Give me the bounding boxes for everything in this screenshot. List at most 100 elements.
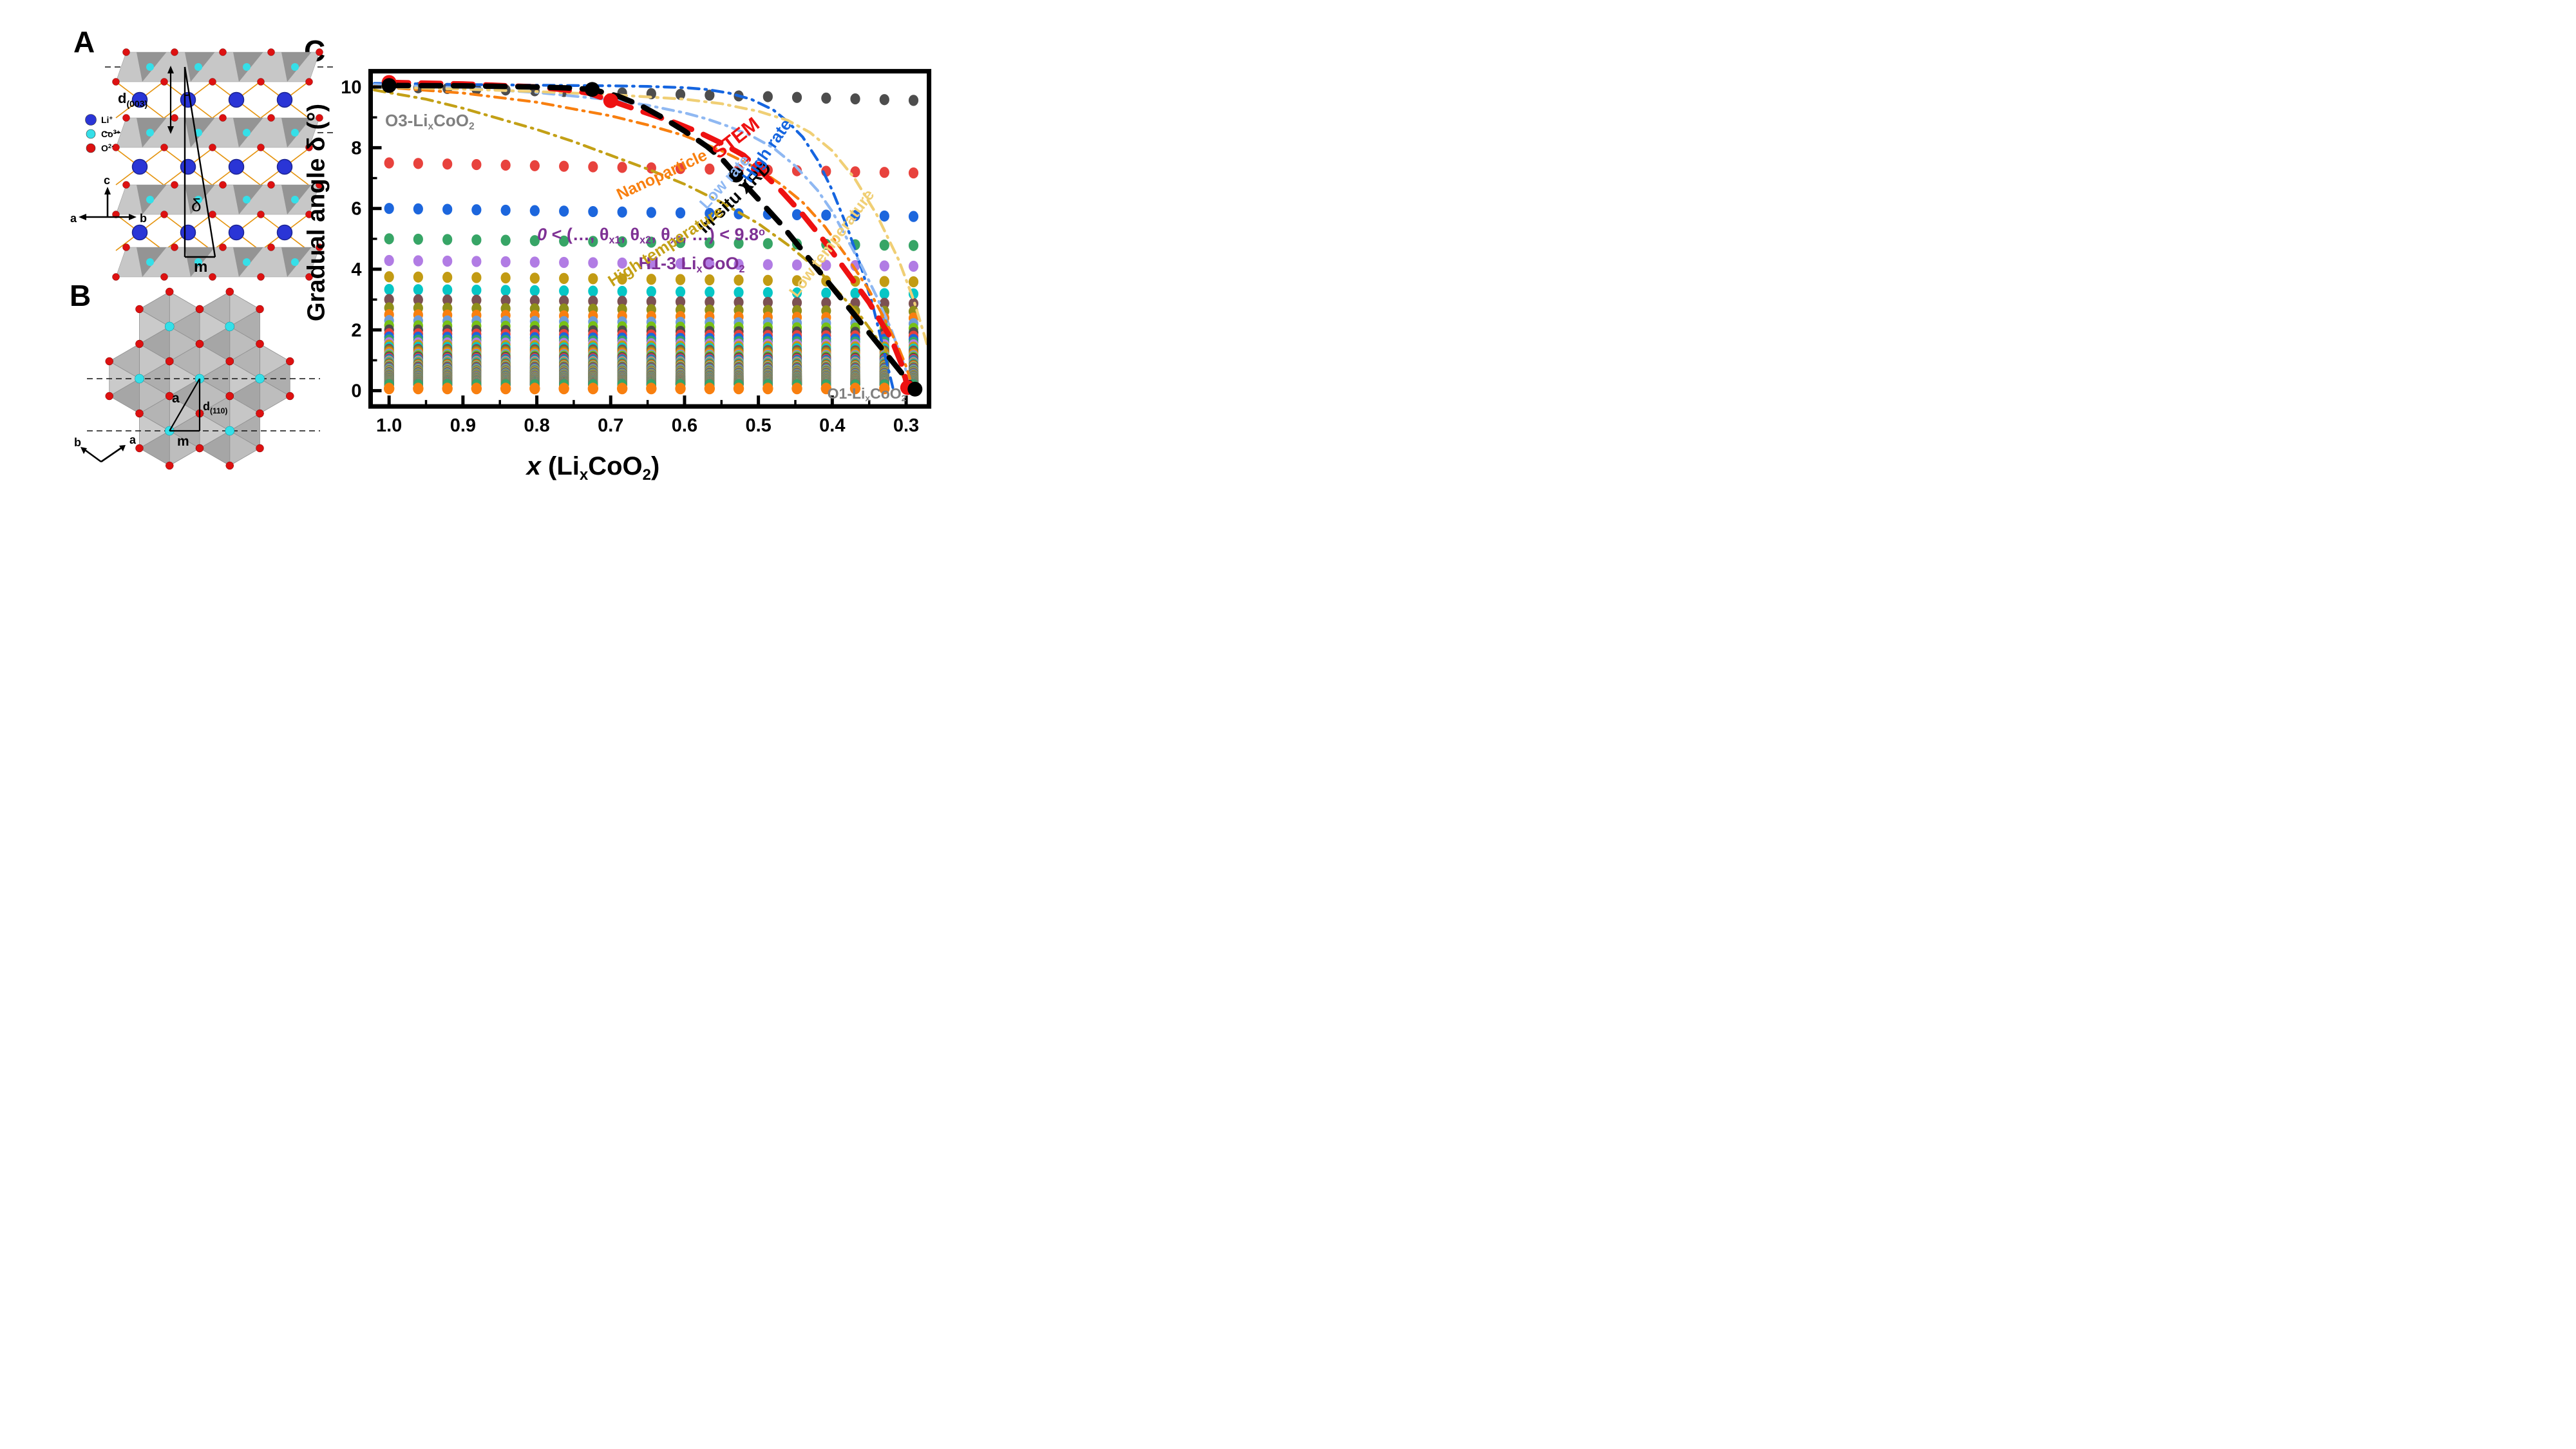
o-atom (160, 273, 168, 281)
x-tick-label: 0.6 (672, 415, 697, 436)
rich-text-segment: ) (651, 452, 660, 481)
annotation-o3-phase: O3-LixCoO2 (385, 111, 475, 133)
o-atom (135, 444, 144, 453)
rich-text-segment: CoO (433, 110, 469, 130)
angle-dot (529, 272, 540, 284)
o-atom (105, 357, 113, 366)
legend-swatch (86, 143, 96, 153)
angle-dot (442, 158, 453, 170)
angle-dot (821, 209, 831, 221)
angle-dot (559, 256, 569, 269)
angle-dot (791, 297, 802, 308)
angle-dot (617, 285, 627, 298)
angle-dot (588, 205, 598, 218)
angle-dot-zero (879, 383, 890, 395)
li-atom (276, 158, 293, 175)
angle-dot (413, 271, 423, 283)
o-atom (135, 339, 144, 348)
angle-dot (442, 204, 453, 215)
angle-dot (442, 272, 453, 283)
angle-dot (471, 204, 482, 216)
angle-dot (500, 159, 511, 171)
o-atom (256, 444, 264, 453)
angle-dot (705, 237, 715, 249)
angle-dot (675, 274, 686, 285)
x-tick-label: 0.3 (893, 415, 919, 436)
rich-text-segment: x2 (639, 234, 652, 247)
angle-dot-zero (820, 383, 832, 395)
o-atom (195, 339, 204, 348)
angle-dot-zero (587, 383, 599, 395)
angle-dot (908, 167, 919, 179)
angle-dot (791, 209, 802, 220)
o-atom (267, 114, 275, 122)
angle-dot (762, 297, 773, 308)
x-axis-title: x (LixCoO2) (527, 452, 660, 484)
angle-dot (384, 283, 394, 296)
o-atom (257, 211, 265, 218)
rich-text-segment: x (865, 393, 871, 404)
o-atom (122, 181, 130, 189)
angle-dot (821, 297, 831, 308)
rich-text-segment: , θ (651, 224, 670, 244)
o-atom (219, 243, 227, 251)
angle-dot (705, 287, 715, 298)
angle-dot (908, 276, 919, 288)
legend-swatch (86, 129, 96, 139)
delta-label: δ (191, 195, 202, 215)
rich-text-segment: CoO (870, 384, 902, 402)
series-line-stem (386, 79, 911, 391)
angle-dot (500, 234, 511, 246)
figure-canvas: 1.0 0.9 0.8 0.7 0.6 0.5 0.4 0.3 0 2 4 6 8 10 A B C d(… (0, 0, 1010, 568)
series-marker-stem (751, 161, 766, 176)
angle-dot-zero (646, 383, 657, 395)
o-atom (256, 409, 264, 418)
angle-dot (384, 271, 394, 283)
o-atom (171, 243, 178, 251)
angle-dot (879, 210, 889, 222)
co-atom (243, 129, 251, 137)
o-atom (160, 144, 168, 151)
angle-dot (675, 286, 686, 298)
angle-dot (617, 162, 627, 173)
d110-label: d(110) (203, 400, 227, 415)
angle-dot (675, 296, 686, 308)
series-marker-in-situ-xrd (728, 167, 744, 183)
rich-text-segment: , θ (620, 224, 640, 244)
annotation-formula: 0 < (…, θx1, θx2, θx3, …) < 9.8o (537, 225, 765, 247)
coo6-octahedra-top-view (108, 291, 291, 466)
axes-indicator-b (80, 445, 126, 463)
co-atom (164, 321, 175, 332)
crystal-structure-top-view: a d(110) m b a (74, 287, 320, 470)
angle-dot (588, 236, 598, 247)
o-atom (267, 243, 275, 251)
y-tick-label: 6 (351, 199, 361, 220)
d003-label: d(003) (118, 90, 147, 109)
angle-dot (879, 298, 889, 309)
angle-dot (734, 296, 744, 308)
co-atom (225, 426, 235, 436)
rich-text-segment: Li (556, 452, 580, 481)
angle-dot (734, 287, 744, 298)
li-atom (131, 91, 148, 108)
gradual-angle-dot-columns (383, 81, 919, 395)
angle-dot (705, 296, 715, 308)
angle-dot-zero (471, 383, 482, 395)
angle-dot-zero (442, 383, 453, 395)
angle-dot (675, 207, 686, 219)
rich-text-segment: ( (540, 452, 557, 481)
angle-dot (850, 287, 860, 299)
angle-dot (734, 238, 744, 249)
axis-a-label: a (70, 212, 77, 225)
angle-dot (588, 257, 598, 269)
angle-dot (442, 255, 453, 267)
angle-dot-zero (616, 383, 628, 395)
angle-dot (588, 273, 598, 285)
o-atom (305, 78, 313, 86)
angle-dot (791, 259, 802, 271)
angle-dot-zero (733, 383, 744, 395)
co-atom (255, 374, 265, 384)
o-atom (219, 48, 227, 56)
angle-dot (908, 95, 919, 106)
angle-dot (908, 260, 919, 272)
